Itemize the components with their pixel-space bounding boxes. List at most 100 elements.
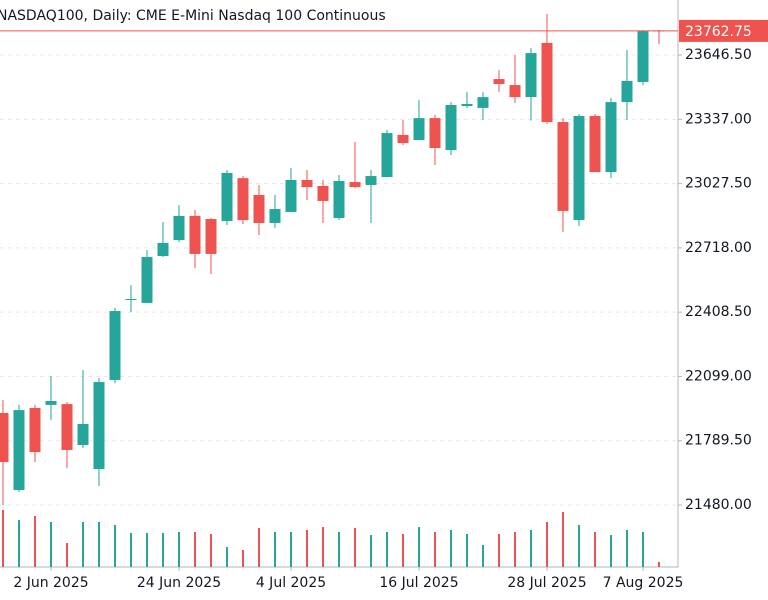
candle-body bbox=[365, 176, 377, 185]
volume-bar bbox=[2, 510, 4, 567]
candle-body bbox=[237, 178, 249, 221]
volume-bar bbox=[338, 532, 340, 567]
volume-bar bbox=[642, 532, 644, 567]
candle-body bbox=[0, 413, 9, 463]
volume-bar bbox=[386, 532, 388, 567]
x-tick-label: 16 Jul 2025 bbox=[379, 575, 458, 591]
candle-body bbox=[397, 134, 409, 144]
candle-body bbox=[477, 97, 489, 108]
volume-bar bbox=[50, 522, 52, 567]
volume-bar bbox=[482, 545, 484, 567]
volume-bar bbox=[370, 535, 372, 567]
volume-bar bbox=[146, 533, 148, 567]
candle-body bbox=[93, 382, 105, 470]
x-tick-label: 28 Jul 2025 bbox=[507, 575, 586, 591]
volume-bar bbox=[178, 532, 180, 567]
volume-bar bbox=[306, 530, 308, 567]
volume-bar bbox=[18, 520, 20, 567]
candle-body bbox=[333, 181, 345, 218]
candle-body bbox=[413, 118, 425, 141]
candle-body bbox=[141, 257, 153, 303]
candle-body bbox=[189, 215, 201, 254]
candle-body bbox=[317, 186, 329, 201]
candle-body bbox=[301, 179, 313, 188]
candle-body bbox=[269, 209, 281, 223]
candle-body bbox=[109, 311, 121, 380]
candle-body bbox=[637, 31, 649, 82]
volume-bar bbox=[434, 532, 436, 567]
candle-body bbox=[13, 410, 25, 491]
volume-bar bbox=[274, 532, 276, 567]
volume-bar bbox=[354, 528, 356, 567]
volume-bar bbox=[130, 533, 132, 567]
candle-body bbox=[173, 215, 185, 241]
candle-body bbox=[29, 408, 41, 453]
volume-bar bbox=[578, 525, 580, 567]
candle-body bbox=[77, 424, 89, 445]
candle-body bbox=[157, 242, 169, 256]
candle-body bbox=[461, 103, 473, 107]
volume-bar bbox=[290, 532, 292, 567]
candle-body bbox=[429, 118, 441, 148]
y-tick-label: 23337.00 bbox=[685, 111, 752, 127]
candle-body bbox=[573, 116, 585, 221]
candle-body bbox=[509, 85, 521, 98]
candle-body bbox=[621, 80, 633, 103]
volume-bar bbox=[466, 534, 468, 567]
x-tick-label: 24 Jun 2025 bbox=[137, 575, 221, 591]
volume-bar bbox=[610, 535, 612, 567]
candle-body bbox=[605, 102, 617, 173]
candle-body bbox=[381, 133, 393, 178]
candle-body bbox=[253, 194, 265, 223]
volume-bar bbox=[242, 550, 244, 567]
volume-bar bbox=[626, 530, 628, 567]
x-tick-label: 7 Aug 2025 bbox=[603, 575, 684, 591]
candle-body bbox=[349, 182, 361, 188]
candle-body bbox=[61, 404, 73, 450]
y-tick-label: 22718.00 bbox=[685, 240, 752, 256]
volume-bar bbox=[322, 527, 324, 567]
volume-bar bbox=[658, 562, 660, 567]
volume-bar bbox=[514, 532, 516, 567]
volume-bar bbox=[546, 522, 548, 567]
volume-bar bbox=[114, 525, 116, 567]
y-tick-label: 22408.50 bbox=[685, 304, 752, 320]
volume-bar bbox=[418, 527, 420, 567]
volume-bar bbox=[66, 543, 68, 567]
y-tick-label: 23027.50 bbox=[685, 176, 752, 192]
volume-bar bbox=[450, 530, 452, 567]
candle-body bbox=[45, 400, 57, 405]
candle-body bbox=[589, 116, 601, 173]
candle-body bbox=[541, 42, 553, 123]
volume-bar bbox=[98, 522, 100, 567]
candle-body bbox=[205, 219, 217, 254]
last-price-label: 23762.75 bbox=[685, 24, 752, 40]
volume-bar bbox=[34, 516, 36, 567]
candle-body bbox=[125, 298, 137, 301]
y-tick-label: 21480.00 bbox=[685, 497, 752, 513]
volume-bar bbox=[530, 530, 532, 567]
volume-bar bbox=[210, 534, 212, 567]
last-price-box bbox=[679, 19, 768, 42]
x-tick-label: 4 Jul 2025 bbox=[256, 575, 326, 591]
candle-body bbox=[493, 79, 505, 85]
volume-bar bbox=[402, 534, 404, 567]
candle-body bbox=[221, 172, 233, 222]
candle-body bbox=[557, 122, 569, 211]
volume-bar bbox=[162, 533, 164, 567]
volume-bar bbox=[82, 522, 84, 567]
candle-body bbox=[525, 53, 537, 98]
chart-title: NASDAQ100, Daily: CME E-Mini Nasdaq 100 … bbox=[0, 8, 386, 24]
volume-bar bbox=[226, 547, 228, 567]
volume-bar bbox=[258, 528, 260, 567]
volume-bar bbox=[594, 532, 596, 567]
volume-bar bbox=[194, 532, 196, 567]
x-tick-label: 2 Jun 2025 bbox=[13, 575, 88, 591]
candle-body bbox=[445, 105, 457, 151]
volume-bar bbox=[498, 534, 500, 567]
y-tick-label: 21789.50 bbox=[685, 433, 752, 449]
candle-body bbox=[285, 179, 297, 212]
y-tick-label: 22099.00 bbox=[685, 368, 752, 384]
